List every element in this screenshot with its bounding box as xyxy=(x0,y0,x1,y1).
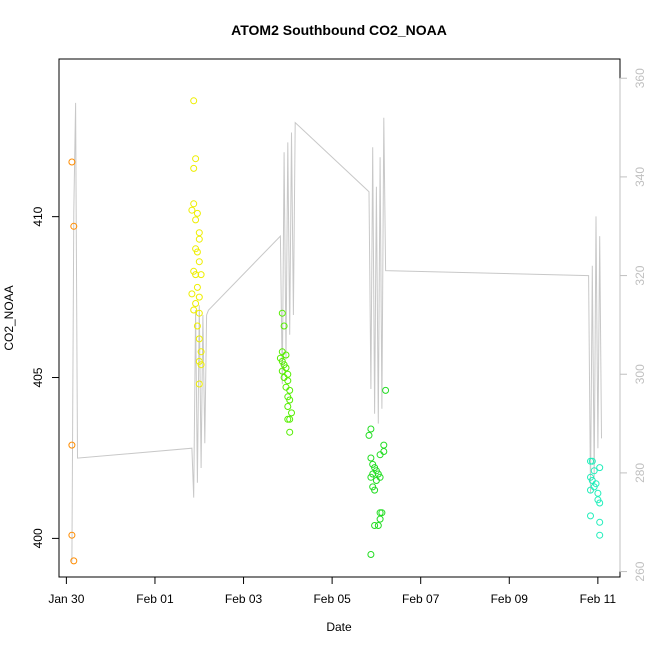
data-point xyxy=(192,155,200,163)
data-point xyxy=(278,357,286,365)
data-point xyxy=(284,377,292,385)
y-tick-label: 405 xyxy=(31,367,45,387)
data-point xyxy=(193,322,201,330)
data-point xyxy=(284,415,292,423)
data-point xyxy=(190,97,198,105)
data-point xyxy=(380,448,388,455)
y-tick-label: 410 xyxy=(31,206,45,226)
data-point xyxy=(587,486,594,494)
data-point xyxy=(286,415,294,423)
data-point xyxy=(596,499,604,507)
x-tick-label: Feb 05 xyxy=(313,592,351,606)
data-point xyxy=(371,522,379,529)
data-point xyxy=(376,451,384,459)
data-point xyxy=(195,235,203,243)
data-point xyxy=(282,351,290,359)
data-point xyxy=(594,489,602,497)
data-point xyxy=(193,283,201,291)
data-point xyxy=(380,441,388,449)
data-point xyxy=(376,515,384,523)
data-point xyxy=(378,509,386,517)
data-point xyxy=(367,551,375,558)
data-point xyxy=(193,209,201,217)
data-point xyxy=(190,200,198,208)
data-point xyxy=(367,473,375,481)
data-point xyxy=(284,403,292,410)
x-tick-label: Feb 01 xyxy=(136,592,174,606)
y-tick-label: 400 xyxy=(31,528,45,548)
data-point xyxy=(193,248,201,256)
data-point xyxy=(590,467,598,475)
data-point xyxy=(195,335,203,343)
y-right-tick-label: 280 xyxy=(633,463,647,483)
data-point xyxy=(374,522,382,529)
data-point xyxy=(588,457,596,465)
data-point xyxy=(286,428,294,436)
y-axis-left: 400 405 410 xyxy=(31,206,59,548)
data-point xyxy=(374,470,382,478)
data-point xyxy=(70,222,78,230)
data-point xyxy=(195,309,203,317)
data-point xyxy=(596,531,604,539)
data-point xyxy=(596,464,604,472)
data-point xyxy=(190,306,198,314)
data-point xyxy=(68,441,76,449)
data-point xyxy=(68,158,76,166)
data-point xyxy=(282,383,290,391)
points-layer xyxy=(68,97,604,565)
data-point xyxy=(195,229,203,237)
x-axis: Jan 30 Feb 01 Feb 03 Feb 05 Feb 07 Feb 09 Feb … xyxy=(48,577,616,606)
data-point xyxy=(587,512,594,520)
data-point xyxy=(190,164,198,172)
data-point xyxy=(365,431,373,439)
data-point xyxy=(280,322,288,330)
chart-title: ATOM2 Southbound CO2_NOAA xyxy=(231,22,447,38)
plot-frame xyxy=(58,58,621,578)
data-point xyxy=(195,380,203,388)
data-point xyxy=(286,386,294,394)
data-point xyxy=(278,309,286,317)
y-axis-right: 260 280 300 320 340 360 xyxy=(619,68,647,582)
y-axis-label: CO2_NOAA xyxy=(2,285,16,350)
data-point xyxy=(197,271,205,279)
data-point xyxy=(284,370,292,378)
data-point xyxy=(288,409,295,417)
data-point xyxy=(372,477,380,484)
data-point xyxy=(195,258,203,266)
secondary-line-layer xyxy=(71,102,602,562)
data-point xyxy=(188,206,196,214)
x-tick-label: Feb 07 xyxy=(402,592,440,606)
data-point xyxy=(371,486,379,494)
data-point xyxy=(195,357,203,365)
data-point xyxy=(197,361,205,369)
y-right-tick-label: 260 xyxy=(633,561,647,581)
y-right-tick-label: 340 xyxy=(633,167,647,187)
data-point xyxy=(195,293,203,301)
data-point xyxy=(286,396,294,404)
data-point xyxy=(382,386,390,394)
data-point xyxy=(197,348,205,356)
data-point xyxy=(596,518,604,526)
x-tick-label: Jan 30 xyxy=(48,592,84,606)
data-point xyxy=(278,367,286,375)
data-point xyxy=(68,531,76,539)
data-point xyxy=(70,557,78,565)
x-tick-label: Feb 09 xyxy=(491,592,529,606)
y-right-tick-label: 360 xyxy=(633,68,647,88)
data-point xyxy=(367,425,375,433)
secondary-series-line xyxy=(71,102,602,562)
data-point xyxy=(367,454,375,462)
x-tick-label: Feb 11 xyxy=(580,592,617,606)
data-point xyxy=(192,300,200,307)
y-right-tick-label: 320 xyxy=(633,265,647,285)
y-right-tick-label: 300 xyxy=(633,364,647,384)
data-point xyxy=(188,290,196,298)
data-point xyxy=(192,216,200,224)
x-axis-label: Date xyxy=(326,620,352,634)
x-tick-label: Feb 03 xyxy=(225,592,263,606)
